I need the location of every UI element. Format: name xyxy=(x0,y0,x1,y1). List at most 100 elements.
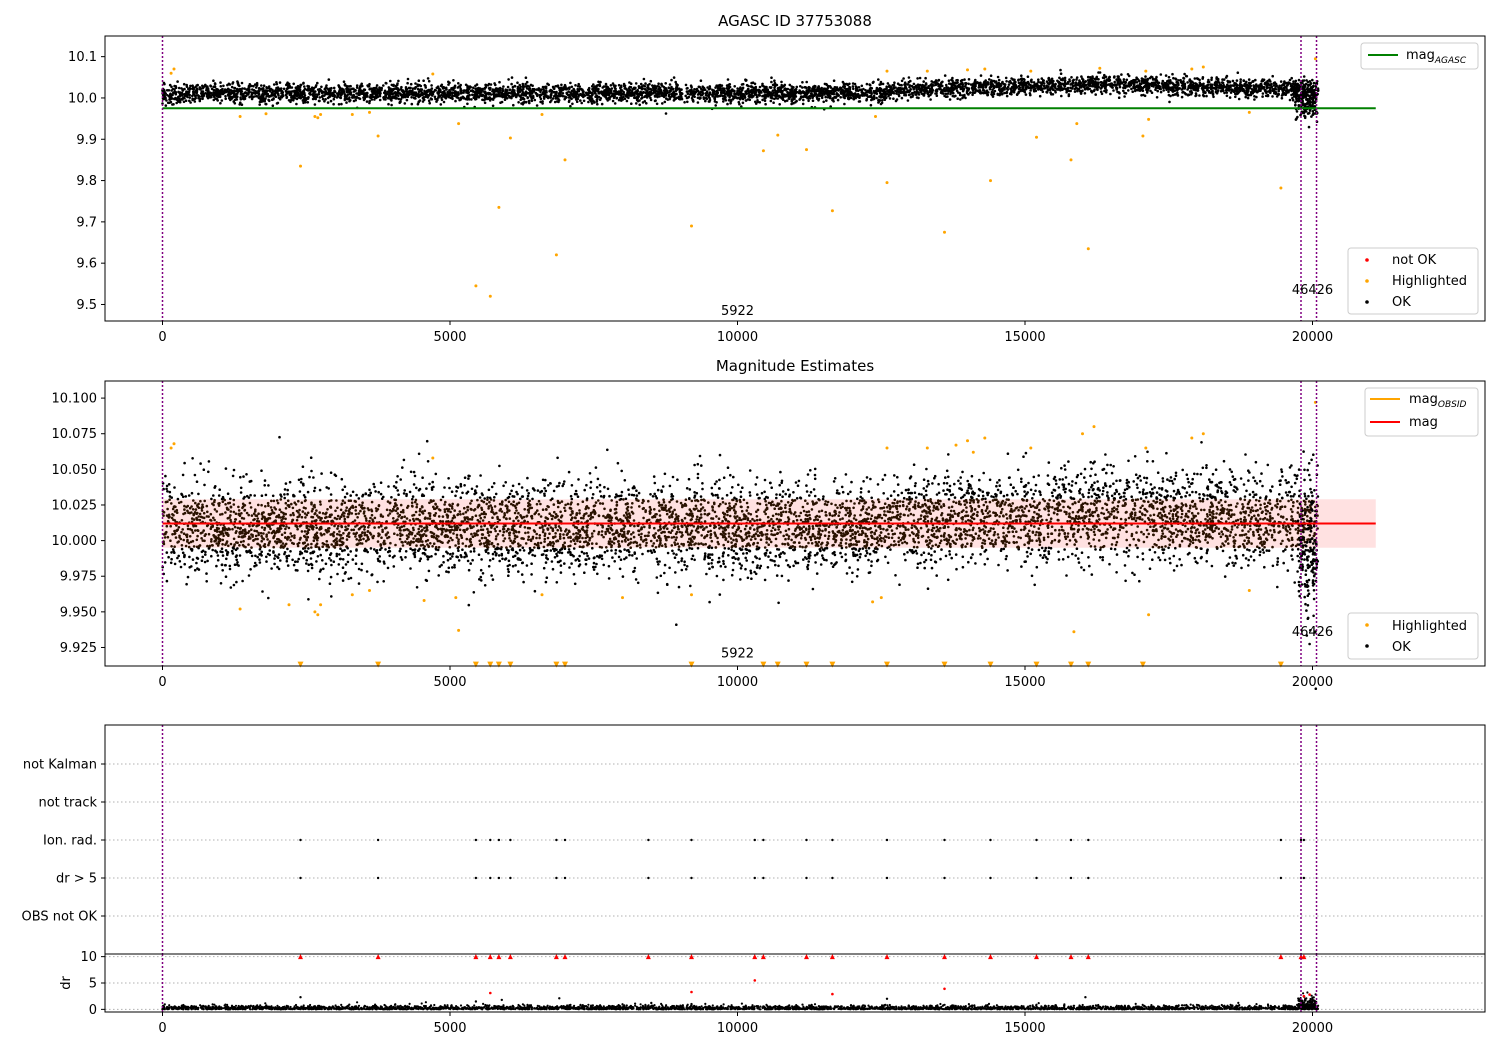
ok-point xyxy=(1029,89,1032,92)
ok-point xyxy=(825,99,828,102)
ok-point xyxy=(812,85,815,89)
ok-point xyxy=(1266,94,1269,98)
ok-point xyxy=(1184,74,1188,78)
ok-point xyxy=(624,86,627,90)
ok-point xyxy=(1092,84,1096,88)
ok-point xyxy=(518,90,522,94)
ok-point xyxy=(719,86,722,90)
ok-point xyxy=(1174,86,1178,90)
ok-point xyxy=(1079,92,1083,95)
ok-point xyxy=(282,87,286,91)
ok-point xyxy=(693,95,696,98)
ok-point xyxy=(1047,85,1050,88)
ok-point xyxy=(342,80,346,83)
ok-point xyxy=(321,97,325,101)
ok-point xyxy=(1172,76,1175,80)
ok-point xyxy=(575,100,579,103)
ok-point xyxy=(832,87,836,91)
ok-point xyxy=(697,85,701,89)
ok-point xyxy=(1226,88,1230,91)
ok-point xyxy=(649,79,653,83)
ok-point xyxy=(510,82,513,86)
ok-point xyxy=(498,88,502,92)
ok-point xyxy=(969,91,972,94)
ok-point xyxy=(352,90,356,93)
ok-point xyxy=(278,97,282,101)
ok-point xyxy=(275,102,279,105)
ok-point xyxy=(505,91,508,94)
ok-point xyxy=(820,86,823,90)
ok-point xyxy=(954,94,957,98)
ok-point xyxy=(1160,82,1164,85)
ok-point xyxy=(182,82,186,86)
ok-point xyxy=(892,83,896,87)
ok-point xyxy=(290,96,293,99)
ok-point xyxy=(303,85,306,88)
ok-point xyxy=(974,87,977,91)
ok-point xyxy=(268,99,271,103)
ok-point xyxy=(526,84,529,88)
ok-point xyxy=(907,76,911,79)
ok-point xyxy=(213,85,217,89)
ok-point xyxy=(240,81,244,85)
ok-point xyxy=(1047,78,1051,82)
ok-point xyxy=(878,90,882,93)
ok-point xyxy=(1025,87,1028,90)
ok-point xyxy=(1274,85,1278,88)
ok-point xyxy=(440,96,443,100)
ok-point xyxy=(1024,81,1027,85)
ok-point xyxy=(1037,78,1040,81)
ok-point xyxy=(733,85,736,88)
ok-point xyxy=(873,92,876,95)
ok-point xyxy=(1201,76,1205,79)
ok-point xyxy=(318,99,321,103)
ok-point xyxy=(790,102,793,106)
ok-point xyxy=(339,96,343,100)
ok-point xyxy=(233,90,237,93)
ok-point xyxy=(1288,78,1292,82)
ok-point xyxy=(1029,86,1033,90)
ok-point xyxy=(794,92,797,95)
ok-point xyxy=(727,87,731,90)
ok-point xyxy=(818,88,821,91)
ok-point xyxy=(1221,81,1225,85)
ok-point xyxy=(1109,84,1112,88)
ok-point xyxy=(453,84,457,88)
ok-point xyxy=(290,86,294,89)
ok-point xyxy=(546,82,549,86)
ok-point xyxy=(1051,81,1054,85)
ok-point xyxy=(1216,89,1220,92)
ok-point xyxy=(206,90,210,93)
ok-point xyxy=(501,95,504,99)
ok-point xyxy=(198,86,202,89)
ok-point xyxy=(761,84,764,87)
ok-point xyxy=(636,92,639,96)
ok-point xyxy=(1038,94,1042,98)
ok-point xyxy=(570,97,573,101)
ok-point xyxy=(524,90,528,93)
ok-point xyxy=(348,99,351,103)
ok-point xyxy=(897,94,901,98)
ok-point xyxy=(770,76,773,79)
ok-point xyxy=(1088,84,1091,87)
ok-point xyxy=(854,85,858,88)
ok-point xyxy=(625,99,629,103)
ok-point xyxy=(733,92,737,95)
ok-point xyxy=(834,96,838,99)
ok-point xyxy=(929,98,932,101)
ok-point xyxy=(690,96,694,100)
ok-point xyxy=(435,100,438,103)
ok-point xyxy=(596,90,600,93)
ok-point xyxy=(528,101,531,105)
ok-point xyxy=(332,102,335,106)
ok-point xyxy=(1242,89,1246,92)
ok-point xyxy=(397,97,401,101)
ok-point xyxy=(524,82,527,86)
ok-point xyxy=(1032,84,1036,88)
ok-point xyxy=(1081,89,1084,92)
ok-point xyxy=(302,81,305,85)
ok-point xyxy=(708,98,712,102)
ok-point xyxy=(661,84,664,88)
ok-point xyxy=(852,95,856,98)
